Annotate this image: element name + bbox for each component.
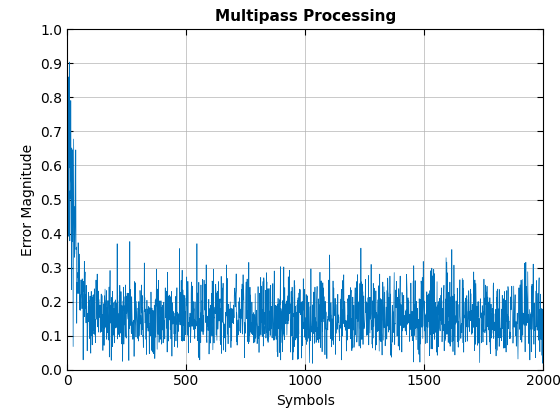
Title: Multipass Processing: Multipass Processing <box>214 9 396 24</box>
X-axis label: Symbols: Symbols <box>276 394 335 408</box>
Y-axis label: Error Magnitude: Error Magnitude <box>21 144 35 255</box>
